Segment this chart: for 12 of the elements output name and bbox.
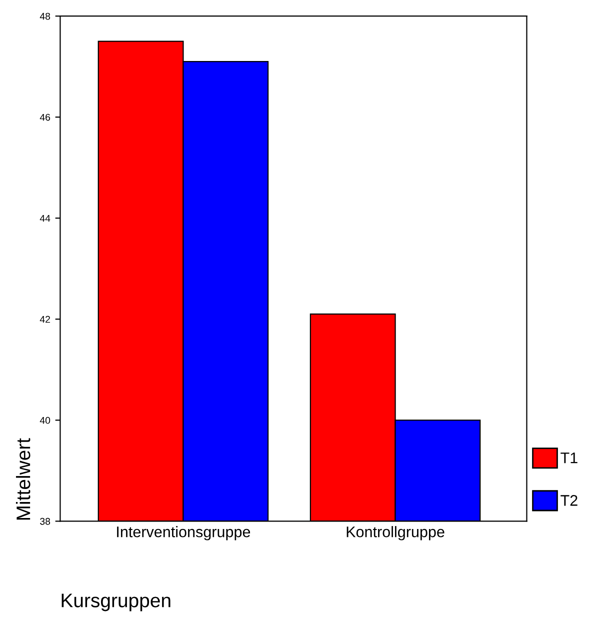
x-tick-label: Interventionsgruppe — [117, 526, 250, 540]
legend-label: T1 — [560, 452, 578, 464]
x-axis-title: Kursgruppen — [62, 594, 170, 612]
x-tick-label: Kontrollgruppe — [346, 526, 444, 540]
y-tick-label: 38 — [40, 518, 50, 525]
y-tick-label: 48 — [40, 12, 50, 20]
y-tick-label: 40 — [40, 416, 50, 424]
y-tick-label: 42 — [40, 316, 50, 323]
y-tick-label: 46 — [40, 114, 50, 121]
y-axis-title: Mittelwert — [16, 438, 30, 520]
y-tick-label: 44 — [40, 214, 50, 222]
legend-label: T2 — [560, 495, 578, 506]
